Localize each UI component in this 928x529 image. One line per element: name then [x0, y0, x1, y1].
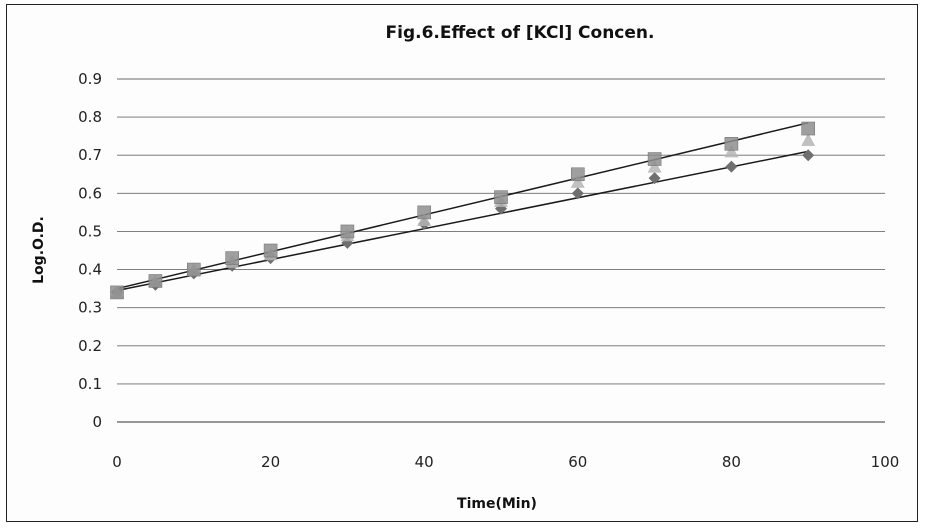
square-marker	[340, 224, 355, 239]
diamond-marker	[648, 172, 661, 185]
x-tick-labels: 0 20 40 60 80 100	[112, 453, 899, 471]
y-tick-label: 0.1	[78, 375, 102, 393]
x-axis-label: Time(Min)	[457, 496, 537, 512]
square-marker	[148, 274, 163, 288]
chart-title: Fig.6.Effect of [KCl] Concen.	[386, 23, 655, 43]
y-tick-label: 0.2	[78, 337, 102, 355]
square-marker	[417, 205, 432, 220]
diamond-marker	[802, 149, 815, 162]
y-tick-label: 0.3	[78, 299, 102, 317]
y-tick-label: 0.9	[78, 70, 102, 88]
chart-frame	[6, 4, 918, 522]
diamond-marker	[725, 160, 738, 173]
square-marker	[801, 121, 816, 136]
grid-lines	[117, 78, 885, 423]
square-marker	[647, 152, 662, 166]
y-tick-label: 0	[92, 413, 102, 431]
triangle-marker	[647, 159, 662, 173]
x-tick-label: 100	[871, 453, 900, 471]
y-tick-label: 0.6	[78, 184, 102, 202]
y-axis-label: Log.O.D.	[31, 216, 47, 284]
trendline	[116, 122, 809, 290]
y-tick-label: 0.8	[78, 108, 102, 126]
y-tick-label: 0.7	[78, 146, 102, 164]
triangle-marker	[417, 213, 432, 227]
square-marker	[570, 167, 585, 182]
triangle-marker	[570, 174, 585, 188]
y-tick-labels: 0 0.1 0.2 0.3 0.4 0.5 0.6 0.7 0.8 0.9	[78, 70, 102, 431]
data-points	[110, 121, 816, 300]
trendlines	[116, 122, 809, 292]
x-tick-label: 20	[261, 453, 280, 471]
x-tick-label: 60	[568, 453, 587, 471]
square-marker	[110, 285, 124, 300]
square-marker	[724, 136, 739, 151]
x-tick-label: 40	[415, 453, 434, 471]
triangle-marker	[801, 132, 816, 146]
x-tick-label: 80	[722, 453, 741, 471]
square-marker	[494, 190, 508, 204]
x-tick-label: 0	[112, 453, 122, 471]
square-marker	[263, 243, 278, 258]
triangle-marker	[724, 144, 739, 158]
y-tick-label: 0.5	[78, 222, 102, 240]
y-tick-label: 0.4	[78, 261, 102, 279]
square-marker	[225, 251, 239, 265]
diamond-marker	[571, 187, 584, 200]
square-marker	[187, 262, 201, 277]
